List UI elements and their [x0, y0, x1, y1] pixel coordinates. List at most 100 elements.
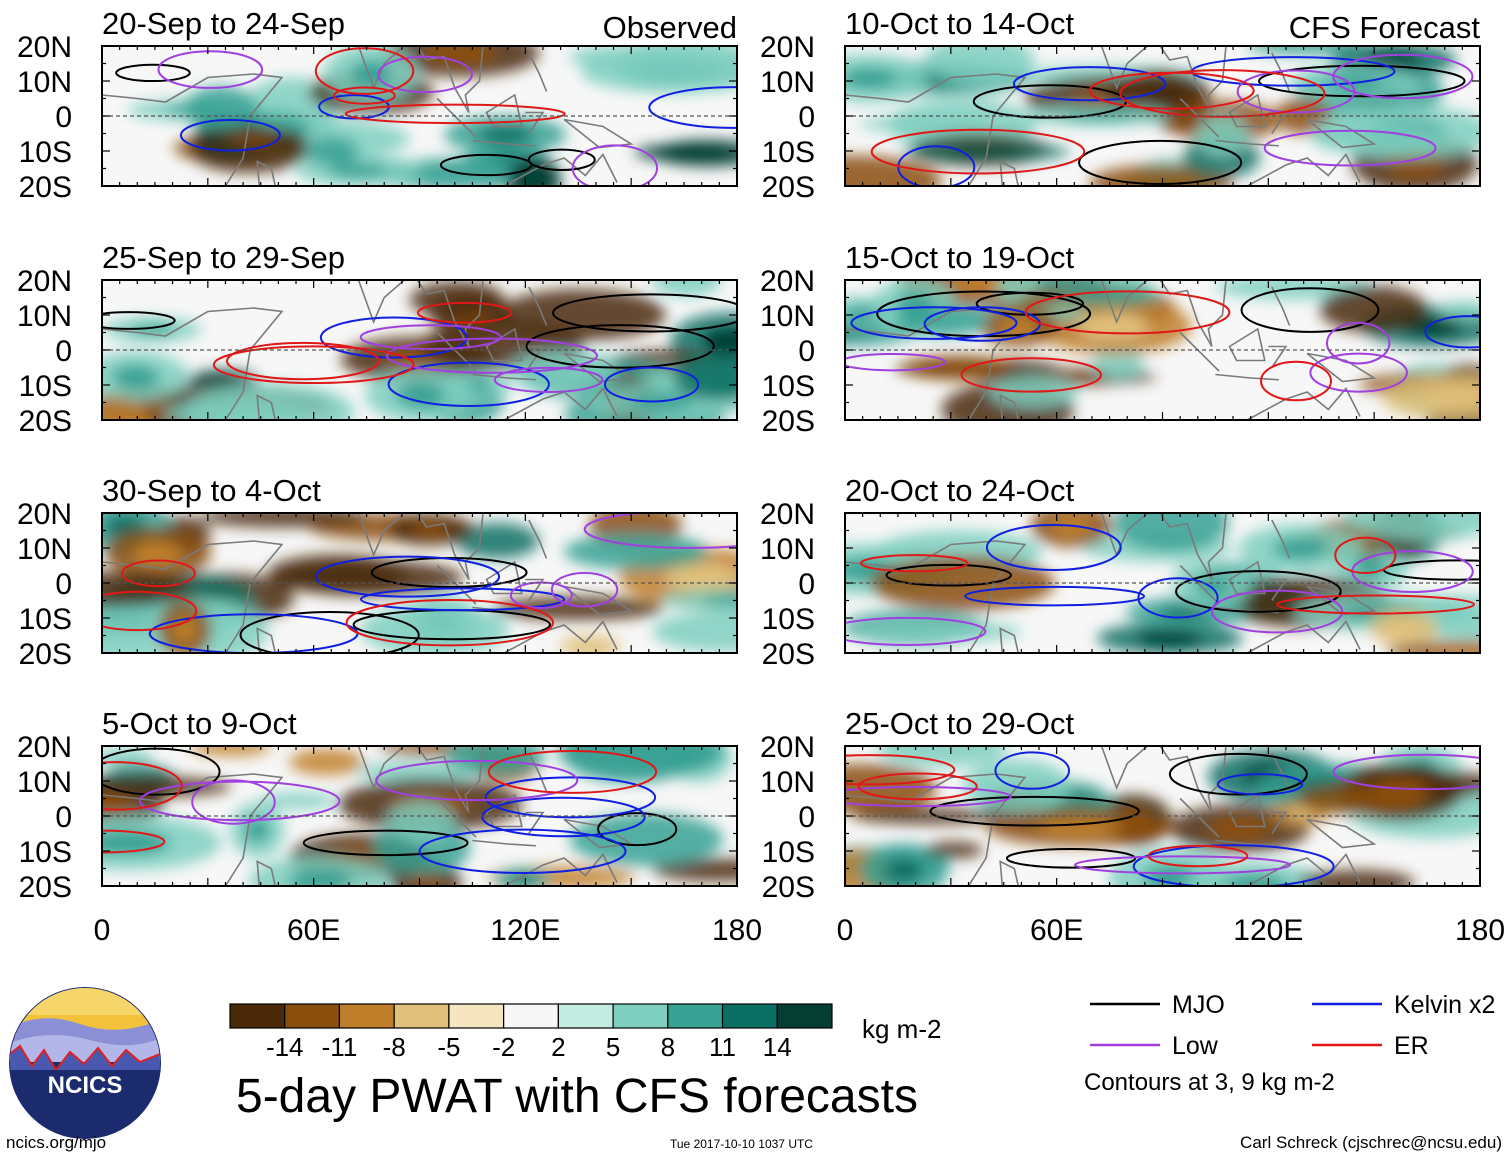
contour-3-1 — [416, 301, 513, 324]
y-tick-label: 10S — [19, 603, 72, 636]
y-tick-label: 0 — [55, 101, 72, 134]
y-tick-label: 0 — [798, 801, 815, 834]
contour-3-2 — [212, 345, 415, 385]
footer-timestamp: Tue 2017-10-10 1037 UTC — [670, 1137, 813, 1151]
x-tick-label: 120E — [1233, 914, 1303, 947]
y-tick-label: 10S — [762, 603, 815, 636]
contour-2-2 — [385, 337, 598, 374]
y-tick-label: 10S — [762, 136, 815, 169]
contour-1-2 — [314, 555, 501, 598]
colorbar-swatch — [393, 1003, 450, 1029]
contour-3-2 — [314, 47, 415, 95]
contour-1-0 — [387, 361, 550, 407]
x-tick-label: 120E — [490, 914, 560, 947]
y-tick-label: 10S — [19, 836, 72, 869]
contour-1-2 — [481, 796, 646, 838]
contour-0-1 — [885, 563, 1012, 587]
contour-3-0 — [344, 103, 566, 125]
wave-contours — [845, 751, 1480, 886]
y-tick-label: 0 — [798, 568, 815, 601]
contour-1-2 — [985, 523, 1122, 571]
contour-0-2 — [1078, 139, 1243, 185]
legend-label: Kelvin x2 — [1394, 991, 1495, 1019]
contour-3-0 — [487, 749, 658, 794]
contour-3-0 — [1275, 594, 1475, 615]
contour-2-2 — [583, 513, 737, 549]
contour-3-2 — [1334, 536, 1397, 575]
legend-label: ER — [1394, 1032, 1429, 1060]
contour-0-1 — [525, 324, 715, 369]
contour-3-1 — [960, 357, 1102, 393]
colorbar-swatch — [284, 1003, 341, 1029]
colorbar-label: 14 — [763, 1032, 792, 1062]
contour-3-0 — [845, 754, 956, 786]
contour-3-0 — [225, 341, 380, 381]
colorbar-label: -5 — [437, 1032, 460, 1062]
footer-url: ncics.org/mjo — [6, 1133, 106, 1152]
anomaly-field — [102, 746, 737, 886]
contour-0-2 — [102, 311, 176, 330]
contour-1-1 — [1216, 773, 1304, 796]
contour-2-0 — [1325, 321, 1391, 365]
colorbar-label: -8 — [383, 1032, 406, 1062]
contour-2-0 — [509, 581, 573, 610]
colorbar-swatch — [448, 1003, 505, 1029]
anomaly-field — [127, 46, 737, 186]
contour-2-2 — [139, 780, 341, 822]
x-tick-label: 180 — [1455, 914, 1505, 947]
legend-item: Kelvin x2 — [1312, 991, 1495, 1019]
contour-1-0 — [179, 118, 281, 152]
colorbar-label: 8 — [661, 1032, 675, 1062]
wave-contours — [845, 523, 1480, 646]
y-tick-label: 20N — [17, 31, 72, 64]
contour-0-2 — [1005, 848, 1137, 869]
wave-contours — [102, 513, 737, 653]
x-tick-label: 180 — [712, 914, 762, 947]
y-tick-label: 0 — [798, 335, 815, 368]
panel-period-label: 10-Oct to 14-Oct — [845, 6, 1075, 41]
wave-contours — [845, 287, 1480, 402]
contour-2-1 — [191, 779, 276, 825]
contour-2-0 — [1210, 589, 1344, 634]
y-tick-label: 10N — [760, 66, 815, 99]
contour-3-0 — [1024, 290, 1231, 335]
y-tick-label: 20N — [760, 31, 815, 64]
contour-3-1 — [857, 772, 978, 801]
contour-1-1 — [603, 366, 700, 403]
contour-0-1 — [1240, 287, 1380, 333]
wave-contours — [102, 293, 737, 407]
contour-2-0 — [571, 144, 659, 186]
contour-0-1 — [1168, 752, 1308, 796]
colorbar-swatch — [229, 1003, 286, 1029]
contour-2-0 — [1263, 129, 1437, 167]
contour-3-1 — [1119, 69, 1326, 118]
contour-1-1 — [484, 776, 657, 819]
contour-2-1 — [377, 55, 473, 94]
contour-0-0 — [597, 812, 678, 847]
contour-2-0 — [1074, 855, 1292, 875]
contour-0-2 — [239, 611, 420, 653]
contour-3-2 — [870, 128, 1086, 175]
y-tick-label: 20S — [19, 871, 72, 904]
panel-period-label: 20-Sep to 24-Sep — [102, 6, 345, 41]
contour-2-1 — [845, 352, 947, 372]
y-tick-label: 10N — [17, 300, 72, 333]
colorbar-swatch — [776, 1003, 833, 1029]
ncics-logo: NCICS — [9, 987, 161, 1139]
contour-legend: MJO Kelvin x2 Low ER — [1090, 991, 1495, 1060]
legend-label: MJO — [1172, 991, 1225, 1019]
y-tick-label: 0 — [55, 568, 72, 601]
y-tick-label: 10S — [19, 370, 72, 403]
contour-1-1 — [964, 585, 1146, 607]
y-tick-label: 10S — [762, 370, 815, 403]
colorbar-swatch — [667, 1003, 724, 1029]
contour-0-0 — [527, 148, 596, 171]
colorbar-swatch — [612, 1003, 669, 1029]
y-tick-label: 20S — [19, 405, 72, 438]
logo-text: NCICS — [48, 1072, 123, 1099]
